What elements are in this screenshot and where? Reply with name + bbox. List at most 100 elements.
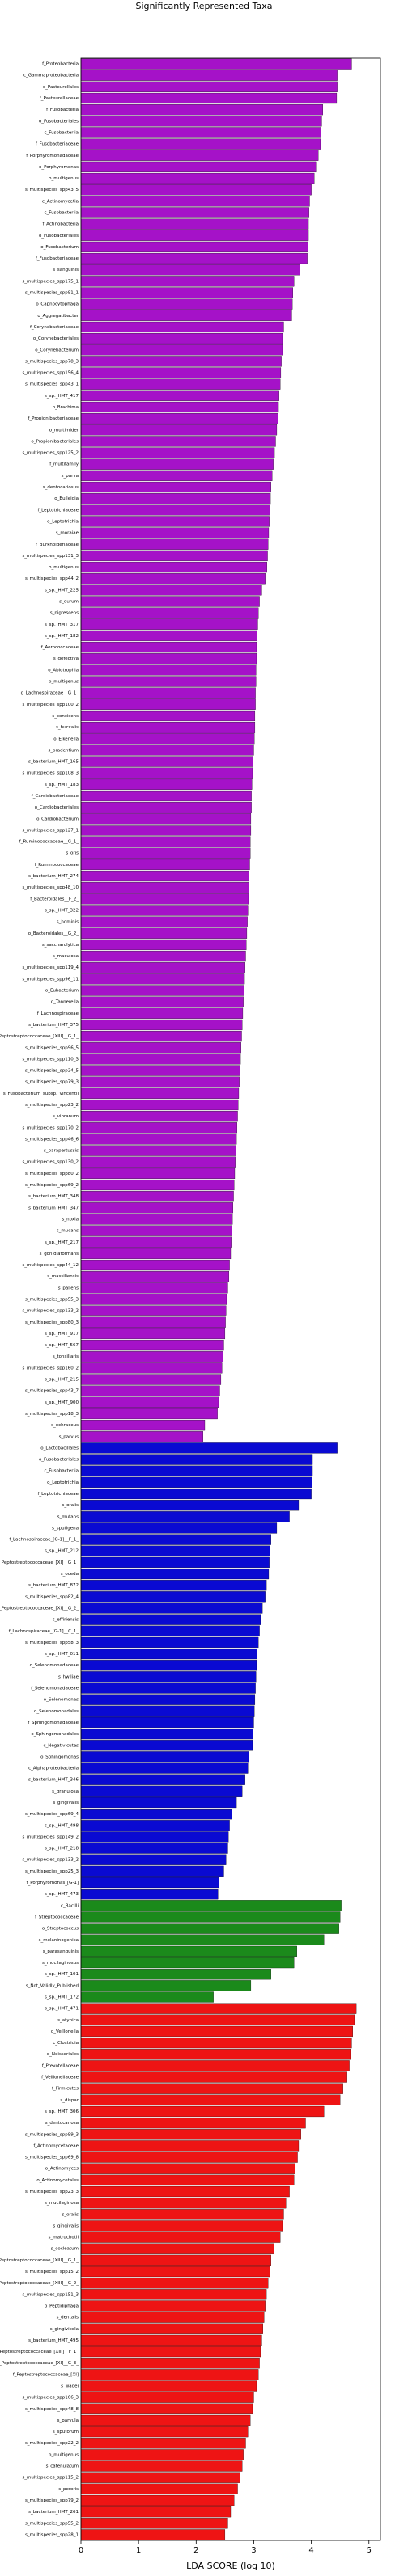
bar-label: s_sp._HMT_182 bbox=[45, 634, 79, 639]
bar-label: o_Actinomyces bbox=[45, 2167, 79, 2172]
bar-label: f_Bacteroidales__F_2_ bbox=[30, 897, 79, 902]
bar-label: f_Proteobacteria bbox=[42, 62, 79, 67]
bar-label: s_tonsillaris bbox=[53, 1354, 79, 1359]
bar-label: s_sp._HMT_172 bbox=[45, 1995, 79, 2000]
bar-label: s_multispecies_spp43_7 bbox=[25, 1389, 79, 1394]
bar bbox=[80, 550, 268, 562]
bar bbox=[80, 367, 282, 378]
bar bbox=[80, 1236, 232, 1248]
bar bbox=[80, 2518, 228, 2529]
bar bbox=[80, 985, 244, 996]
bar-label: f_Peptostreptococcaceae_[XI]__G_1_ bbox=[0, 1560, 79, 1565]
bar-label: s_hominis bbox=[57, 920, 79, 925]
bar-label: o_Corynebacteriales bbox=[33, 336, 79, 341]
bar-label: o_Eikenella bbox=[53, 737, 79, 741]
bar bbox=[80, 150, 319, 161]
bar bbox=[80, 1889, 219, 1900]
bar bbox=[80, 1419, 206, 1431]
bar bbox=[80, 1408, 218, 1420]
bar bbox=[80, 2014, 355, 2025]
bar-label: s_multispecies_spp133_2 bbox=[22, 1858, 79, 1863]
bar bbox=[80, 1614, 261, 1625]
bar bbox=[80, 1934, 325, 1945]
bar bbox=[80, 1785, 243, 1797]
bar bbox=[80, 802, 252, 813]
bar-label: s_multispecies_spp23_2 bbox=[25, 1103, 79, 1108]
bar bbox=[80, 1362, 223, 1374]
bar bbox=[80, 390, 279, 401]
bar-label: f_Ruminococcaceae__G_1_ bbox=[19, 840, 79, 845]
bar-label: s_multispecies_spp22_2 bbox=[25, 2441, 79, 2446]
bar-label: o_multigenus bbox=[49, 2452, 79, 2457]
bar bbox=[80, 1351, 223, 1362]
bar-label: s_Fusobacterium_subsp._vincentii bbox=[3, 1092, 79, 1096]
bar bbox=[80, 1294, 227, 1305]
bar-label: s_defectiva bbox=[53, 657, 79, 661]
plot-frame bbox=[80, 57, 381, 2541]
bar-label: s_sp._HMT_212 bbox=[45, 1549, 79, 1554]
bar bbox=[80, 779, 253, 790]
bar-label: s_parapertussis bbox=[44, 1149, 79, 1154]
bar-label: s_mutans bbox=[57, 1514, 79, 1519]
bar bbox=[80, 1076, 240, 1087]
bar bbox=[80, 790, 252, 802]
bar bbox=[80, 1591, 266, 1603]
bar bbox=[80, 630, 257, 642]
bar bbox=[80, 1168, 236, 1180]
bar-label: s_multispecies_spp23_3 bbox=[25, 2190, 79, 2194]
bar-label: s_bacterium_HMT_375 bbox=[28, 1023, 79, 1028]
bar-label: f_Firmicutes bbox=[52, 2087, 79, 2092]
bar bbox=[80, 58, 352, 70]
bar-label: s_multispecies_spp133_2 bbox=[22, 1309, 79, 1314]
bar bbox=[80, 1122, 237, 1134]
bar bbox=[80, 1476, 312, 1488]
x-tick-label: 1 bbox=[136, 2546, 141, 2555]
bar bbox=[80, 1431, 203, 1442]
bar-label: s_wadei bbox=[61, 2384, 79, 2389]
bar-label: s_multispecies_spp48_10 bbox=[22, 885, 79, 890]
bar bbox=[80, 92, 338, 104]
bar bbox=[80, 2232, 281, 2243]
bar bbox=[80, 2323, 263, 2334]
bar-label: s_multispecies_spp127_1 bbox=[22, 828, 79, 833]
bar bbox=[80, 2129, 301, 2140]
bar bbox=[80, 344, 283, 356]
bar bbox=[80, 859, 250, 871]
bar bbox=[80, 196, 310, 207]
bar bbox=[80, 870, 249, 882]
bar-label: s_multispecies_spp96_5 bbox=[25, 1045, 79, 1050]
bar-label: s_durum bbox=[59, 600, 79, 605]
bar bbox=[80, 893, 249, 905]
bar-label: s_atypica bbox=[57, 2018, 79, 2023]
bar bbox=[80, 825, 252, 836]
x-tick-label: 3 bbox=[251, 2546, 256, 2555]
bar-label: o_multimider bbox=[49, 428, 79, 433]
bar-label: s_vibranum bbox=[53, 1114, 79, 1119]
bar-label: s_multispecies_spp28_1 bbox=[25, 2532, 79, 2537]
bar-label: o_Pasteurellales bbox=[43, 85, 79, 90]
bar bbox=[80, 1145, 236, 1156]
bar bbox=[80, 2105, 325, 2118]
bar-label: s_dispar bbox=[60, 2098, 79, 2103]
bar bbox=[80, 1980, 252, 1991]
bar bbox=[80, 1191, 234, 1202]
bar-label: s_parvula bbox=[57, 2418, 79, 2423]
bar bbox=[80, 413, 278, 424]
bar-label: s_sanguinis bbox=[53, 268, 79, 272]
bar bbox=[80, 230, 309, 241]
bar bbox=[80, 310, 292, 321]
bar-label: s_hwiliae bbox=[58, 1674, 79, 1679]
bar-label: s_noxia bbox=[62, 1217, 79, 1222]
bar-label: f_Selenomonadaceae bbox=[31, 1687, 79, 1691]
bar-label: c_Fusobacteriia bbox=[45, 1469, 79, 1474]
bar-label: f_Lachnospiraceae_[G-1]__C_1_ bbox=[9, 1629, 79, 1634]
bar bbox=[80, 573, 266, 585]
bar-label: c_Negativicutes bbox=[43, 1743, 79, 1748]
bar bbox=[80, 585, 262, 596]
bar bbox=[80, 687, 256, 699]
bar bbox=[80, 218, 309, 230]
bar-label: s_bacterium_HMT_347 bbox=[28, 1206, 79, 1210]
bar bbox=[80, 481, 271, 493]
bar bbox=[80, 767, 253, 779]
bar-label: s_parva bbox=[62, 474, 79, 479]
